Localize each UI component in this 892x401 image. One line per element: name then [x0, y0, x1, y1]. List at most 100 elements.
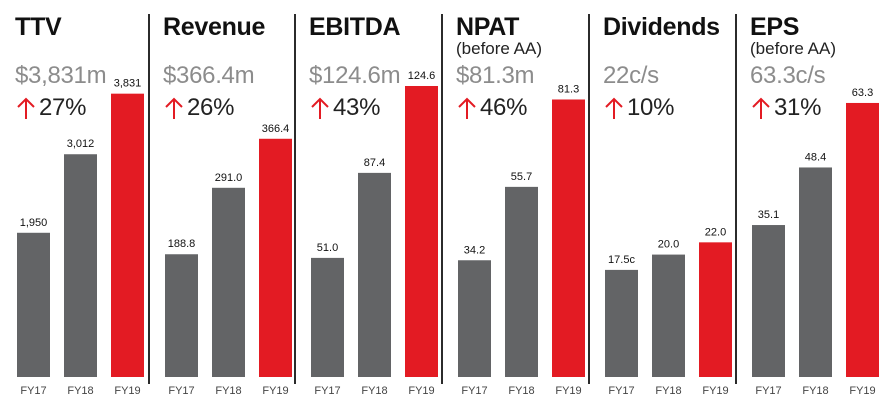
- bar-chart: 17.5c FY17 20.0 FY18 22.0 FY19: [605, 226, 732, 397]
- bar-fy19: [552, 99, 585, 377]
- x-tick-label: FY19: [114, 385, 140, 397]
- arrow-up-icon: [456, 95, 478, 121]
- data-label-fy18: 20.0: [658, 239, 679, 251]
- bar-fy19: [259, 138, 292, 377]
- x-tick-label: FY18: [508, 385, 534, 397]
- growth-value: 46%: [480, 94, 528, 121]
- panel-divider: [441, 14, 443, 384]
- x-tick-label: FY18: [215, 385, 241, 397]
- bar-fy17: [605, 269, 638, 377]
- x-tick-label: FY19: [555, 385, 581, 397]
- growth-value: 31%: [774, 94, 822, 121]
- bar-fy17: [165, 254, 198, 377]
- data-label-fy17: 17.5c: [608, 254, 635, 266]
- data-label-fy19: 3,831: [114, 78, 142, 90]
- x-tick-label: FY18: [67, 385, 93, 397]
- data-label-fy18: 3,012: [67, 138, 95, 150]
- data-label-fy18: 87.4: [364, 157, 385, 169]
- data-label-fy18: 55.7: [511, 171, 532, 183]
- panel-title: EBITDA: [309, 13, 401, 41]
- growth-indicator: 10%: [603, 95, 674, 123]
- x-tick-label: FY18: [802, 385, 828, 397]
- growth-value: 10%: [627, 94, 675, 121]
- growth-value: 27%: [39, 94, 87, 121]
- data-label-fy17: 51.0: [317, 242, 338, 254]
- data-label-fy17: 1,950: [20, 217, 48, 229]
- bar-fy18: [358, 172, 391, 377]
- x-tick-label: FY17: [20, 385, 46, 397]
- headline-metric: $81.3m: [456, 62, 535, 89]
- arrow-up-icon: [163, 95, 185, 121]
- headline-metric: $366.4m: [163, 62, 255, 89]
- panel-ttv: TTV $3,831m 27% 1,950 FY17 3,012 FY18 3,831 FY19: [0, 0, 147, 401]
- panel-title: Dividends: [603, 13, 720, 41]
- x-tick-label: FY19: [702, 385, 728, 397]
- arrow-up-icon: [750, 95, 772, 121]
- x-tick-label: FY17: [755, 385, 781, 397]
- x-tick-label: FY18: [655, 385, 681, 397]
- data-label-fy17: 35.1: [758, 209, 779, 221]
- data-label-fy18: 48.4: [805, 151, 826, 163]
- arrow-up-icon: [15, 95, 37, 121]
- panel-ebitda: EBITDA $124.6m 43% 51.0 FY17 87.4 FY18 124.6 FY1…: [294, 0, 441, 401]
- bar-chart: 188.8 FY17 291.0 FY18 366.4 FY19: [165, 123, 292, 397]
- data-label-fy17: 34.2: [464, 244, 485, 256]
- x-tick-label: FY17: [314, 385, 340, 397]
- panel-divider: [148, 14, 150, 384]
- bar-fy18: [799, 167, 832, 377]
- bar-fy19: [846, 102, 879, 378]
- panel-title: TTV: [15, 13, 62, 41]
- growth-indicator: 31%: [750, 95, 821, 123]
- panel-title: NPAT: [456, 13, 520, 41]
- data-label-fy19: 22.0: [705, 226, 726, 238]
- headline-metric: 63.3c/s: [750, 62, 826, 89]
- growth-value: 26%: [187, 94, 235, 121]
- growth-indicator: 46%: [456, 95, 527, 123]
- headline-metric: $124.6m: [309, 62, 401, 89]
- panel-divider: [735, 14, 737, 384]
- panel-subtitle: (before AA): [456, 39, 542, 58]
- data-label-fy19: 124.6: [408, 70, 436, 82]
- bar-chart: 35.1 FY17 48.4 FY18 63.3 FY19: [752, 87, 879, 397]
- growth-indicator: 26%: [163, 95, 234, 123]
- panel-revenue: Revenue $366.4m 26% 188.8 FY17 291.0 FY18 366.4…: [148, 0, 295, 401]
- headline-metric: 22c/s: [603, 62, 659, 89]
- panel-title: EPS: [750, 13, 800, 41]
- growth-value: 43%: [333, 94, 381, 121]
- panel-npat: NPAT (before AA) $81.3m 46% 34.2 FY17 55.7 FY18…: [441, 0, 588, 401]
- data-label-fy18: 291.0: [215, 172, 243, 184]
- growth-indicator: 27%: [15, 95, 86, 123]
- data-label-fy19: 366.4: [262, 123, 290, 135]
- panel-dividends: Dividends 22c/s 10% 17.5c FY17 20.0 FY18 22.0 FY…: [588, 0, 735, 401]
- growth-indicator: 43%: [309, 95, 380, 123]
- bar-chart: 51.0 FY17 87.4 FY18 124.6 FY19: [311, 70, 438, 397]
- arrow-up-icon: [603, 95, 625, 121]
- bar-fy18: [64, 154, 97, 377]
- x-tick-label: FY19: [408, 385, 434, 397]
- bar-fy17: [458, 260, 491, 377]
- bar-fy19: [699, 242, 732, 377]
- x-tick-label: FY17: [461, 385, 487, 397]
- x-tick-label: FY18: [361, 385, 387, 397]
- panel-subtitle: (before AA): [750, 39, 836, 58]
- arrow-up-icon: [309, 95, 331, 121]
- x-tick-label: FY17: [608, 385, 634, 397]
- bar-fy18: [505, 186, 538, 377]
- bar-chart: 34.2 FY17 55.7 FY18 81.3 FY19: [458, 83, 585, 397]
- panel-eps: EPS (before AA) 63.3c/s 31% 35.1 FY17 48.4 FY18…: [735, 0, 882, 401]
- data-label-fy19: 81.3: [558, 83, 579, 95]
- panel-title: Revenue: [163, 13, 266, 41]
- panel-divider: [588, 14, 590, 384]
- bar-fy17: [752, 225, 785, 377]
- bar-fy17: [311, 257, 344, 377]
- x-tick-label: FY19: [262, 385, 288, 397]
- bar-fy18: [212, 187, 245, 377]
- data-label-fy17: 188.8: [168, 238, 196, 250]
- bar-fy19: [111, 93, 144, 378]
- x-tick-label: FY19: [849, 385, 875, 397]
- bar-fy19: [405, 85, 438, 378]
- bar-chart: 1,950 FY17 3,012 FY18 3,831 FY19: [17, 78, 144, 397]
- data-label-fy19: 63.3: [852, 87, 873, 99]
- panel-divider: [294, 14, 296, 384]
